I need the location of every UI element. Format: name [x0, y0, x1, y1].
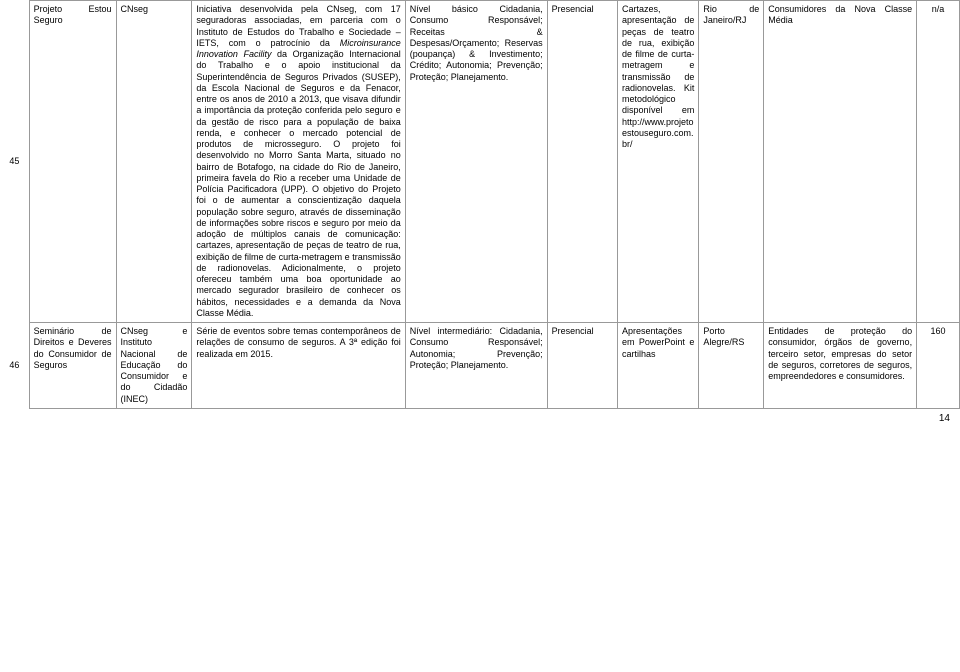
organization: CNseg e Instituto Nacional de Educação d…	[116, 323, 192, 409]
data-table: 45Projeto Estou SeguroCNsegIniciativa de…	[0, 0, 960, 409]
format: Presencial	[547, 323, 617, 409]
page-number: 14	[0, 409, 960, 428]
format: Presencial	[547, 1, 617, 323]
materials: Cartazes, apresentação de peças de teatr…	[617, 1, 698, 323]
count: n/a	[917, 1, 960, 323]
location: Rio de Janeiro/RJ	[699, 1, 764, 323]
location: Porto Alegre/RS	[699, 323, 764, 409]
row-index: 46	[0, 323, 29, 409]
description: Série de eventos sobre temas contemporân…	[192, 323, 405, 409]
project-name: Seminário de Direitos e Deveres do Consu…	[29, 323, 116, 409]
row-index: 45	[0, 1, 29, 323]
table-row: 45Projeto Estou SeguroCNsegIniciativa de…	[0, 1, 960, 323]
audience: Consumidores da Nova Classe Média	[764, 1, 917, 323]
project-name: Projeto Estou Seguro	[29, 1, 116, 323]
table-row: 46Seminário de Direitos e Deveres do Con…	[0, 323, 960, 409]
topics: Nível intermediário: Cidadania, Consumo …	[405, 323, 547, 409]
topics: Nível básico Cidadania, Consumo Responsá…	[405, 1, 547, 323]
count: 160	[917, 323, 960, 409]
description: Iniciativa desenvolvida pela CNseg, com …	[192, 1, 405, 323]
audience: Entidades de proteção do consumidor, órg…	[764, 323, 917, 409]
organization: CNseg	[116, 1, 192, 323]
materials: Apresentações em PowerPoint e cartilhas	[617, 323, 698, 409]
